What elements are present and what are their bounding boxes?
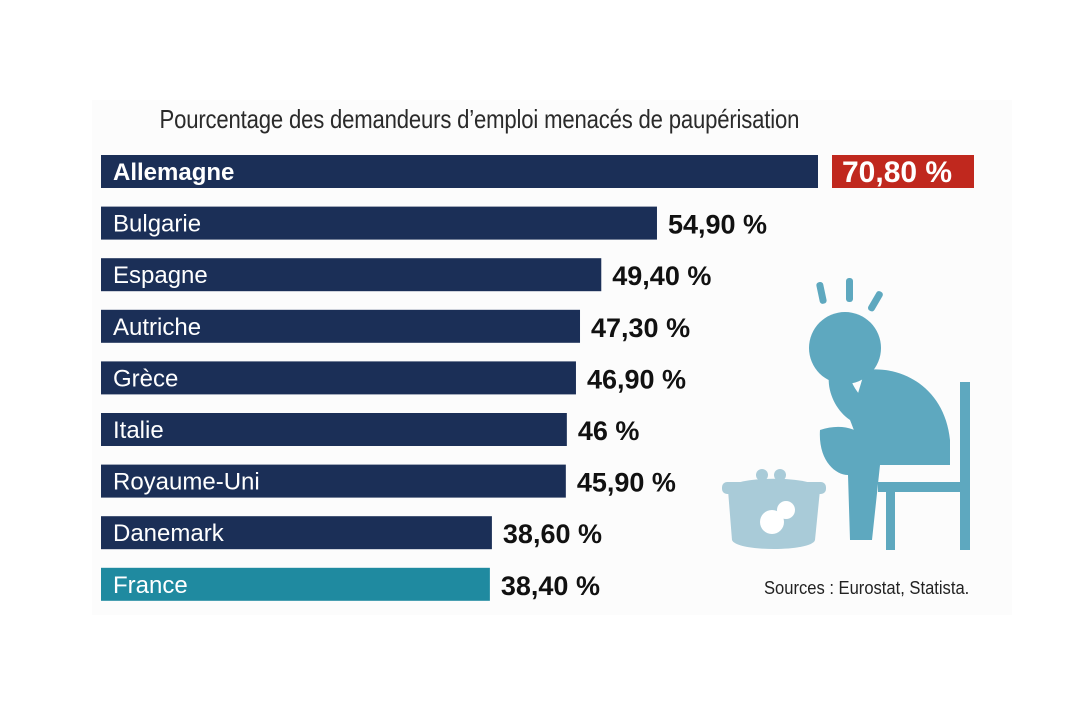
bar-royaume-uni: [101, 464, 566, 498]
value-label-autriche: 47,30 %: [591, 313, 690, 343]
value-label-espagne: 49,40 %: [612, 261, 711, 291]
bar-espagne: [101, 258, 602, 292]
bar-danemark: [101, 516, 492, 550]
category-label-autriche: Autriche: [113, 314, 201, 341]
category-label-royaume-uni: Royaume-Uni: [113, 469, 260, 496]
source-note: Sources : Eurostat, Statista.: [764, 578, 970, 598]
value-label-royaume-uni: 45,90 %: [577, 468, 676, 498]
value-label-danemark: 38,60 %: [503, 519, 602, 549]
value-label-bulgarie: 54,90 %: [668, 210, 767, 240]
category-label-allemagne: Allemagne: [113, 159, 234, 186]
category-label-bulgarie: Bulgarie: [113, 211, 201, 238]
category-label-france: France: [113, 572, 188, 599]
worried-person-with-purse-icon: [722, 278, 970, 550]
value-label-italie: 46 %: [578, 416, 640, 446]
category-label-grece: Grèce: [113, 365, 178, 392]
category-label-espagne: Espagne: [113, 262, 208, 289]
bar-france: [101, 567, 490, 601]
bar-autriche: [101, 309, 581, 343]
bar-bulgarie: [101, 206, 657, 240]
bar-italie: [101, 413, 567, 446]
bar-grece: [101, 361, 576, 395]
value-highlight-badge: [832, 155, 974, 188]
bar-allemagne: [101, 155, 818, 188]
category-label-italie: Italie: [113, 417, 164, 444]
chart-title: Pourcentage des demandeurs d’emploi mena…: [159, 104, 800, 134]
value-label-allemagne: 70,80 %: [842, 156, 952, 189]
value-label-grece: 46,90 %: [587, 364, 686, 394]
value-label-france: 38,40 %: [501, 571, 600, 601]
category-label-danemark: Danemark: [113, 520, 225, 547]
